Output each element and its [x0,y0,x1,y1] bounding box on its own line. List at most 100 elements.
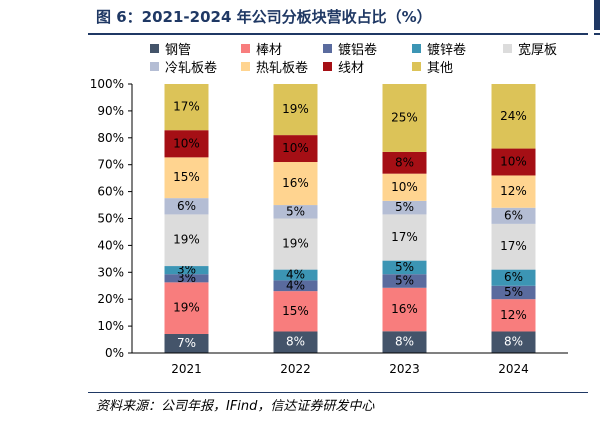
x-axis: 2021 2022 2023 2024 [132,352,568,376]
y-tick-label: 70% [97,158,124,172]
data-label: 19% [173,301,200,315]
data-label: 24% [500,109,527,123]
legend-label: 棒材 [256,43,283,58]
legend-item: 其他 [412,57,454,76]
legend-swatch [412,44,421,53]
bar-segment [164,266,209,275]
legend-label: 其他 [427,61,454,76]
bar-stack-2021: 7% 19% 3%3% 19% 6% 15% 10% 17% [164,84,209,353]
legend-label: 热轧板卷 [256,61,309,76]
data-label: 10% [173,136,200,150]
bar-segment [164,274,209,283]
bar-segment [382,331,427,353]
bar-segment [491,207,536,224]
data-label: 8% [395,155,414,169]
data-label: 15% [173,170,200,184]
bar-segment [164,214,209,267]
data-label: 5% [395,260,414,274]
x-tick-label: 2023 [389,362,420,376]
bar-stack-2024: 8%12%5%6%17%6%12%10%24% [491,84,536,353]
bar-segment [273,280,318,292]
legend-swatch [241,62,250,71]
legend-swatch [323,62,332,71]
bar-segment [491,223,536,270]
data-label: 7% [177,336,196,350]
y-tick-label: 30% [97,265,124,279]
adjacent-figure-rule [594,33,600,35]
bar-segment [491,269,536,286]
data-label: 12% [500,184,527,198]
data-label: 6% [504,208,523,222]
y-tick-label: 90% [97,104,124,118]
data-label: 4% [286,278,305,292]
bar-segment [491,331,536,353]
y-tick-label: 100% [90,77,124,91]
bar-segment [164,198,209,215]
bar-segment [491,148,536,176]
bar-segment [164,282,209,334]
data-label: 16% [391,302,418,316]
legend-label: 线材 [338,61,365,76]
data-label: 17% [173,100,200,114]
data-label: 25% [391,110,418,124]
legend-item: 冷轧板卷 [150,57,218,76]
source-note: 资料来源：公司年报，IFind，信达证券研发中心 [96,399,375,414]
stacked-bar-chart: 0% 10% 20% 30% 40% 50% 60% 70% 80% 90% 100% 7% 19% 3… [90,77,568,376]
legend-swatch [323,44,332,53]
bar-segment [491,84,536,149]
bars: 7% 19% 3%3% 19% 6% 15% 10% 17% 8% 15% 4%4% 19% 5% 16%… [164,84,536,353]
y-tick-label: 80% [97,131,124,145]
data-label: 8% [286,335,305,349]
title-rule [88,33,588,35]
data-label: 19% [173,233,200,247]
bar-segment [273,205,318,219]
bar-segment [491,285,536,300]
bar-stack-2022: 8% 15% 4%4% 19% 5% 16% 10% 19% [273,84,318,353]
bar-segment [164,333,209,353]
legend-item: 镀锌卷 [412,39,467,58]
legend-swatch [503,44,512,53]
data-label: 4% [286,267,305,281]
bar-segment [273,291,318,332]
data-label: 5% [286,204,305,218]
bar-segment [382,274,427,288]
legend-item: 棒材 [241,39,283,58]
data-label: 10% [282,141,309,155]
y-axis: 0% 10% 20% 30% 40% 50% 60% 70% 80% 90% 100% [90,77,133,360]
y-tick-label: 50% [97,212,124,226]
data-label: 5% [395,273,414,287]
data-label: 12% [500,308,527,322]
bar-segment [273,269,318,281]
data-label: 17% [391,230,418,244]
y-tick-label: 20% [97,292,124,306]
legend-item: 宽厚板 [503,39,557,58]
legend-swatch [150,62,159,71]
y-tick-label: 60% [97,185,124,199]
y-tick-label: 0% [105,346,124,360]
x-tick-label: 2024 [498,362,529,376]
bar-segment [382,200,427,215]
data-label: 6% [177,199,196,213]
legend-label: 冷轧板卷 [165,61,218,76]
legend-item: 镀铝卷 [323,39,377,58]
x-tick-label: 2022 [280,362,311,376]
bar-segment [491,299,536,332]
data-label: 8% [504,335,523,349]
legend-swatch [412,62,421,71]
y-tick-label: 40% [97,238,124,252]
bar-segment [382,214,427,261]
bar-segment [273,162,318,206]
legend-item: 热轧板卷 [241,57,309,76]
bar-segment [382,151,427,174]
legend-swatch [241,44,250,53]
data-label: 19% [282,237,309,251]
data-label: 10% [391,180,418,194]
source-rule [88,392,588,393]
bar-segment [164,130,209,158]
data-label: 16% [282,176,309,190]
legend-label: 镀锌卷 [427,43,467,58]
bar-segment [273,331,318,353]
bar-stack-2023: 8%16%5%5%17%5%10%8%25% [382,84,427,353]
bar-segment [273,84,318,136]
legend-item: 钢管 [150,39,191,58]
